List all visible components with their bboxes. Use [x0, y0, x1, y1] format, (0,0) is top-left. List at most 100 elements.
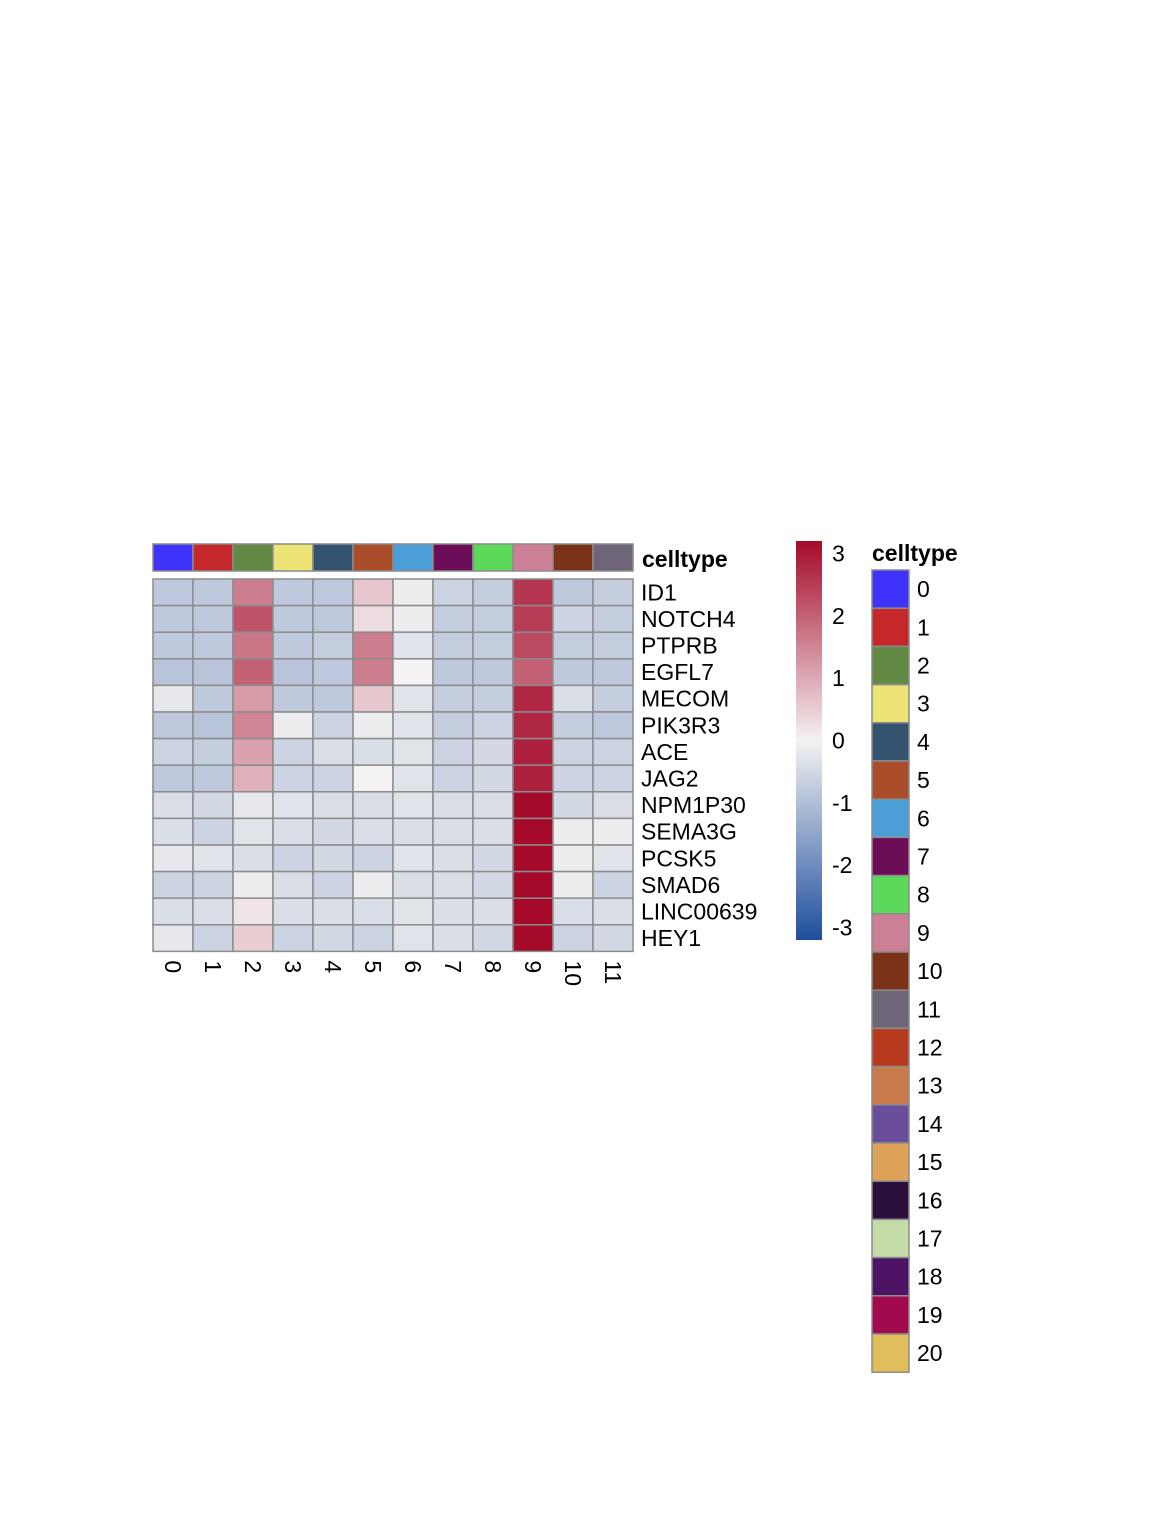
legend-swatch [871, 798, 910, 839]
heatmap-cell [192, 844, 234, 873]
heatmap-cell [392, 684, 434, 713]
legend-label: 3 [917, 691, 930, 717]
legend-label: 12 [917, 1035, 943, 1061]
heatmap-cell [512, 764, 554, 793]
legend-swatch [871, 1142, 910, 1182]
heatmap-cell [592, 578, 634, 607]
heatmap-cell [312, 870, 354, 899]
column-label: 6 [400, 960, 426, 973]
heatmap-cell [272, 897, 314, 926]
row-label: PCSK5 [641, 845, 716, 871]
annotation-cell-3 [272, 543, 314, 572]
legend-label: 15 [917, 1149, 943, 1175]
heatmap-cell [512, 631, 554, 660]
heatmap-cell [272, 578, 314, 607]
heatmap-cell [272, 791, 314, 820]
heatmap-cell [192, 924, 234, 953]
row-label: ID1 [641, 579, 677, 605]
column-labels: 0 1 2 3 4 5 6 7 8 9 10 11 [160, 960, 626, 986]
heatmap-cell [552, 578, 594, 607]
legend-swatch [871, 683, 910, 724]
legend-label: 20 [917, 1340, 943, 1366]
heatmap-cell [512, 684, 554, 713]
heatmap-cell [152, 924, 194, 953]
annotation-cell-1 [192, 543, 234, 572]
heatmap-cell [432, 844, 474, 873]
heatmap-cell [592, 870, 634, 899]
heatmap-cell [392, 791, 434, 820]
heatmap-cell [472, 817, 514, 846]
annotation-cell-8 [472, 543, 514, 572]
heatmap-cell [552, 870, 594, 899]
color-scale-tick: 2 [832, 603, 845, 629]
heatmap-cell [392, 604, 434, 633]
heatmap-cell [432, 631, 474, 660]
heatmap-cell [192, 791, 234, 820]
legend-label: 10 [917, 958, 943, 984]
heatmap-cell [552, 791, 594, 820]
legend-label: 5 [917, 767, 930, 793]
legend-title: celltype [872, 540, 958, 566]
row-label: LINC00639 [641, 899, 757, 925]
heatmap-cell [592, 711, 634, 740]
legend-swatch [871, 1065, 910, 1106]
heatmap-cell [552, 764, 594, 793]
annotation-cell-4 [312, 543, 354, 572]
heatmap-cell [312, 604, 354, 633]
heatmap-cell [152, 684, 194, 713]
row-label: NPM1P30 [641, 792, 746, 818]
legend-swatch [871, 836, 910, 877]
heatmap-cell [512, 737, 554, 766]
heatmap-cell [432, 817, 474, 846]
row-label: PTPRB [641, 633, 718, 659]
heatmap-cell [192, 604, 234, 633]
column-label: 4 [320, 960, 346, 973]
legend-label: 19 [917, 1302, 943, 1328]
heatmap-cell [472, 578, 514, 607]
heatmap-cell [312, 844, 354, 873]
legend-swatch [871, 1295, 910, 1335]
heatmap-cell [552, 897, 594, 926]
heatmap-cell [592, 844, 634, 873]
color-scale-bar [796, 541, 822, 940]
heatmap-cell [392, 897, 434, 926]
heatmap-cell [352, 817, 394, 846]
legend-swatch [871, 1027, 910, 1068]
heatmap-cell [232, 578, 274, 607]
legend-swatch [871, 607, 910, 648]
color-scale-tick: 0 [832, 728, 845, 754]
legend-swatch [871, 1256, 910, 1297]
heatmap-cell [232, 684, 274, 713]
heatmap-cell [552, 844, 594, 873]
heatmap-cell [272, 711, 314, 740]
row-label: PIK3R3 [641, 712, 720, 738]
legend-swatch [871, 1104, 910, 1144]
heatmap-cell [232, 764, 274, 793]
legend-label: 8 [917, 882, 930, 908]
heatmap-cell [232, 924, 274, 953]
heatmap-cell [352, 897, 394, 926]
heatmap-cell [392, 578, 434, 607]
heatmap-cell [352, 791, 394, 820]
heatmap-cell [472, 604, 514, 633]
heatmap-cell [312, 631, 354, 660]
annotation-cell-5 [352, 543, 394, 572]
legend-label: 9 [917, 920, 930, 946]
heatmap-cell [432, 711, 474, 740]
heatmap-cell [272, 604, 314, 633]
heatmap-cell [192, 764, 234, 793]
heatmap-cell [312, 764, 354, 793]
column-label: 11 [600, 960, 626, 984]
legend-swatch [871, 569, 910, 609]
heatmap-cell [552, 817, 594, 846]
heatmap-cell [272, 764, 314, 793]
row-label: SEMA3G [641, 819, 737, 845]
heatmap-cell [552, 631, 594, 660]
row-labels: ID1NOTCH4PTPRBEGFL7MECOMPIK3R3ACEJAG2NPM… [641, 579, 757, 951]
row-label: SMAD6 [641, 872, 720, 898]
heatmap-cell [552, 604, 594, 633]
heatmap-cell [232, 897, 274, 926]
column-label: 7 [440, 960, 466, 973]
heatmap-cell [592, 924, 634, 953]
